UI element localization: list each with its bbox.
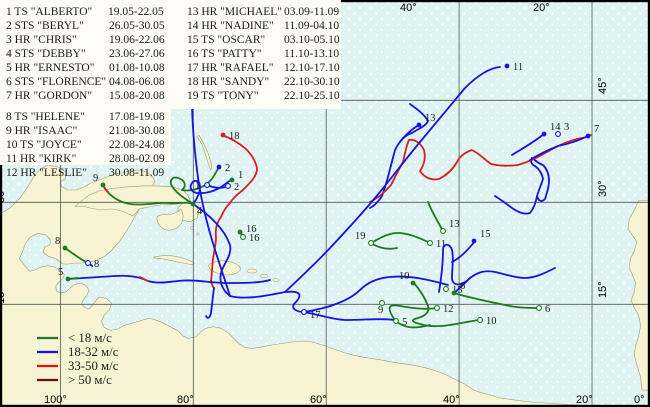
svg-text:13: 13 <box>425 113 436 124</box>
svg-text:14: 14 <box>550 122 561 133</box>
svg-text:18: 18 <box>229 131 240 142</box>
svg-text:9 HR "ISAAC": 9 HR "ISAAC" <box>6 125 77 137</box>
svg-text:2: 2 <box>225 163 230 174</box>
svg-text:9: 9 <box>93 173 98 184</box>
svg-text:20°: 20° <box>576 394 593 406</box>
svg-text:15: 15 <box>480 229 491 240</box>
svg-text:9: 9 <box>378 305 383 316</box>
svg-text:19.05-22.05: 19.05-22.05 <box>108 6 164 18</box>
svg-text:100°: 100° <box>44 394 67 406</box>
svg-text:10: 10 <box>399 271 410 282</box>
svg-text:17 HR "RAFAEL": 17 HR "RAFAEL" <box>187 62 274 74</box>
svg-text:03.10-05.10: 03.10-05.10 <box>284 34 340 46</box>
svg-text:5: 5 <box>58 267 63 278</box>
svg-text:1: 1 <box>195 181 200 192</box>
svg-text:23.06-27.06: 23.06-27.06 <box>109 48 165 60</box>
svg-text:33-50 м/с: 33-50 м/с <box>68 359 119 373</box>
svg-text:5 HR "ERNESTO": 5 HR "ERNESTO" <box>6 62 94 74</box>
svg-text:2: 2 <box>234 182 239 193</box>
svg-text:21.08-30.08: 21.08-30.08 <box>109 125 165 137</box>
svg-text:11: 11 <box>513 62 523 73</box>
svg-text:04.08-06.08: 04.08-06.08 <box>109 76 165 88</box>
svg-text:12.10-17.10: 12.10-17.10 <box>284 62 340 74</box>
svg-text:10: 10 <box>486 316 497 327</box>
svg-text:19 TS "TONY": 19 TS "TONY" <box>187 90 259 102</box>
svg-text:7 HR "GORDON": 7 HR "GORDON" <box>6 90 92 102</box>
svg-text:3 HR "CHRIS": 3 HR "CHRIS" <box>6 34 77 46</box>
svg-text:11.09-04.10: 11.09-04.10 <box>284 20 339 32</box>
svg-text:03.09-11.09: 03.09-11.09 <box>284 6 339 18</box>
svg-text:17: 17 <box>310 310 321 321</box>
svg-text:13: 13 <box>449 219 460 230</box>
svg-text:12: 12 <box>443 304 454 315</box>
svg-text:15 TS "OSCAR": 15 TS "OSCAR" <box>187 34 265 46</box>
svg-text:14 HR "NADINE": 14 HR "NADINE" <box>187 20 274 32</box>
svg-text:20°: 20° <box>533 2 550 14</box>
svg-text:15°: 15° <box>0 287 7 304</box>
svg-text:8 TS "HELENE": 8 TS "HELENE" <box>6 111 85 123</box>
svg-text:26.05-30.05: 26.05-30.05 <box>109 20 165 32</box>
svg-text:1: 1 <box>238 170 243 181</box>
svg-text:11 HR "KIRK": 11 HR "KIRK" <box>6 153 76 165</box>
svg-text:6: 6 <box>460 281 465 292</box>
svg-text:7: 7 <box>594 124 599 135</box>
svg-text:1 TS "ALBERTO": 1 TS "ALBERTO" <box>6 6 92 18</box>
svg-text:40°: 40° <box>400 2 417 14</box>
svg-text:11: 11 <box>436 239 446 250</box>
svg-text:6: 6 <box>545 304 550 315</box>
svg-text:15°: 15° <box>597 281 609 298</box>
svg-text:01.08-10.08: 01.08-10.08 <box>109 62 165 74</box>
svg-text:30°: 30° <box>0 186 7 203</box>
svg-text:8: 8 <box>55 236 60 247</box>
svg-text:16 TS "PATTY": 16 TS "PATTY" <box>187 48 262 60</box>
svg-text:80°: 80° <box>177 394 194 406</box>
svg-text:> 50 м/с: > 50 м/с <box>68 373 112 387</box>
svg-text:4: 4 <box>197 206 203 217</box>
svg-text:10 TS "JOYCE": 10 TS "JOYCE" <box>6 139 82 151</box>
svg-text:30.08-11.09: 30.08-11.09 <box>109 167 164 179</box>
svg-text:30°: 30° <box>597 180 609 197</box>
svg-text:19.06-22.06: 19.06-22.06 <box>109 34 165 46</box>
svg-text:15.08-20.08: 15.08-20.08 <box>109 90 165 102</box>
svg-text:60°: 60° <box>310 394 327 406</box>
svg-text:11.10-13.10: 11.10-13.10 <box>284 48 339 60</box>
svg-text:5: 5 <box>402 317 407 328</box>
svg-text:6 STS "FLORENCE": 6 STS "FLORENCE" <box>6 76 106 88</box>
svg-text:13 HR "MICHAEL": 13 HR "MICHAEL" <box>187 6 282 18</box>
svg-text:8: 8 <box>94 259 99 270</box>
svg-text:18-32 м/с: 18-32 м/с <box>68 345 119 359</box>
svg-text:2 STS "BERYL": 2 STS "BERYL" <box>6 20 84 32</box>
svg-text:0°: 0° <box>634 394 645 406</box>
svg-text:16: 16 <box>249 233 260 244</box>
svg-text:17.08-19.08: 17.08-19.08 <box>109 111 165 123</box>
svg-text:18 HR "SANDY": 18 HR "SANDY" <box>187 76 269 88</box>
svg-text:3: 3 <box>564 122 569 133</box>
svg-text:4 STS "DEBBY": 4 STS "DEBBY" <box>6 48 86 60</box>
svg-text:12 HR "LESLIE": 12 HR "LESLIE" <box>6 167 87 179</box>
svg-text:22.10-25.10: 22.10-25.10 <box>284 90 340 102</box>
svg-text:45°: 45° <box>597 77 609 94</box>
svg-text:< 18 м/с: < 18 м/с <box>68 331 112 345</box>
svg-text:28.08-02.09: 28.08-02.09 <box>109 153 165 165</box>
svg-text:22.10-30.10: 22.10-30.10 <box>284 76 340 88</box>
svg-text:19: 19 <box>355 231 366 242</box>
svg-text:22.08-24.08: 22.08-24.08 <box>109 139 165 151</box>
svg-text:40°: 40° <box>443 394 460 406</box>
